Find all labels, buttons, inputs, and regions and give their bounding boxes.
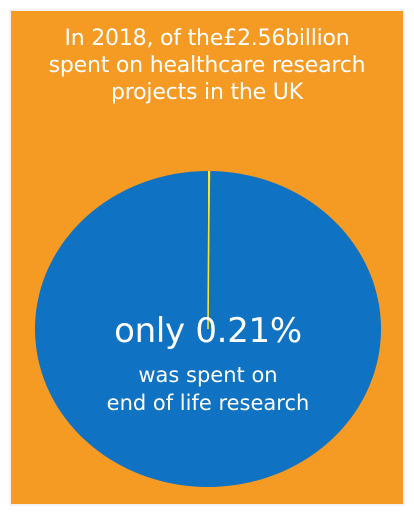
headline-suffix: billion bbox=[285, 26, 350, 51]
pie-slice-end-of-life-edge bbox=[207, 171, 210, 330]
pie-chart: only 0.21% was spent on end of life rese… bbox=[35, 171, 381, 487]
headline-amount: £2.56 bbox=[223, 26, 286, 51]
headline-line-3: projects in the UK bbox=[111, 79, 303, 105]
headline-prefix: In 2018, of the bbox=[64, 26, 224, 51]
pie-chart-svg bbox=[35, 171, 381, 487]
infographic-panel: In 2018, of the£2.56billion spent on hea… bbox=[9, 9, 405, 506]
headline: In 2018, of the£2.56billion spent on hea… bbox=[11, 26, 403, 106]
headline-line-2: spent on healthcare research bbox=[48, 52, 366, 78]
